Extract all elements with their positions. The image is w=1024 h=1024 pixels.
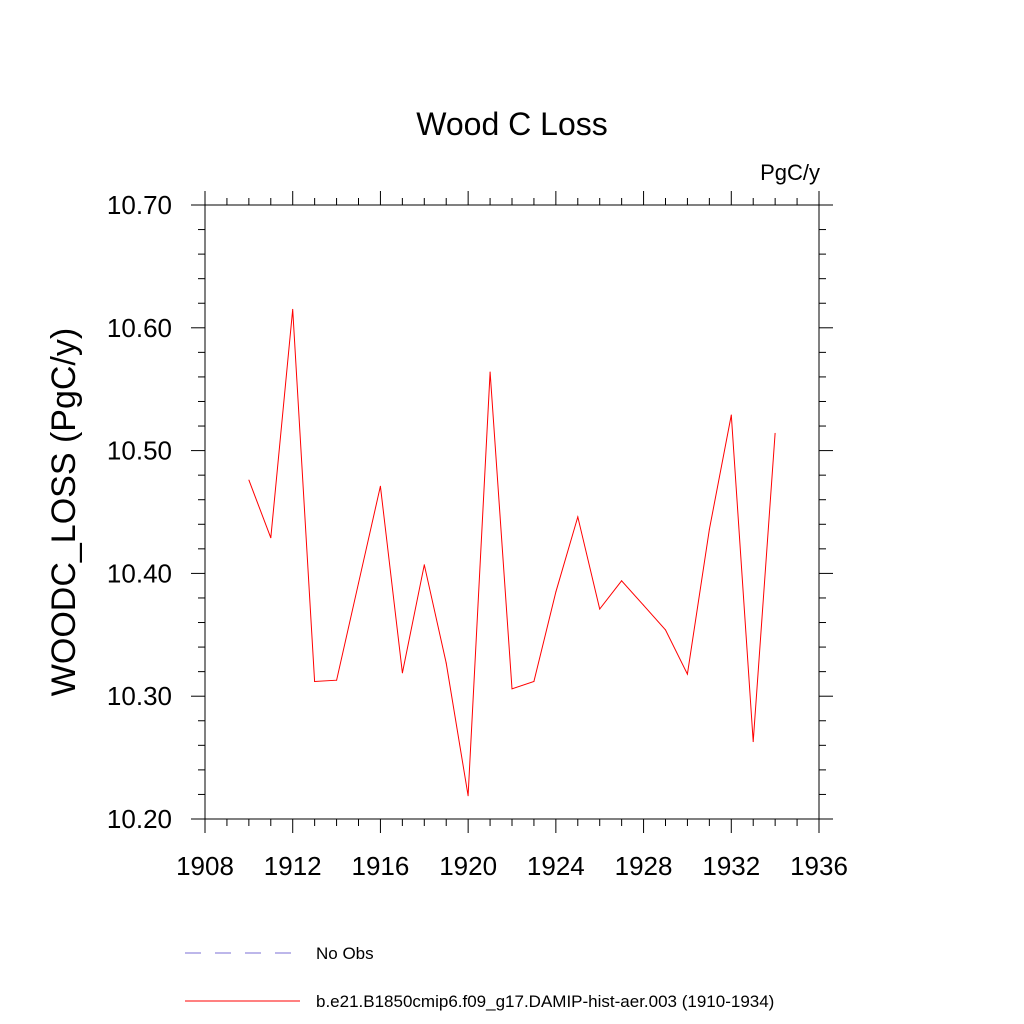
data-point xyxy=(533,681,535,682)
y-tick-label: 10.60 xyxy=(107,313,172,343)
x-tick-label: 1916 xyxy=(352,851,410,881)
data-point xyxy=(445,662,447,664)
units-label: PgC/y xyxy=(760,160,820,185)
series-line xyxy=(248,309,776,796)
y-axis-label: WOODC_LOSS (PgC/y) xyxy=(45,328,83,696)
legend: No Obs b.e21.B1850cmip6.f09_g17.DAMIP-hi… xyxy=(185,944,774,1011)
x-axis-tick-labels: 1908 1912 1916 1920 1924 1928 1932 1936 xyxy=(176,851,848,881)
x-tick-label: 1936 xyxy=(790,851,848,881)
data-point xyxy=(379,485,381,487)
data-point xyxy=(423,564,425,566)
data-point xyxy=(555,591,557,593)
data-point xyxy=(621,580,623,582)
x-tick-label: 1912 xyxy=(264,851,322,881)
y-tick-label: 10.70 xyxy=(107,190,172,220)
data-point xyxy=(752,741,754,743)
y-tick-label: 10.50 xyxy=(107,436,172,466)
x-tick-label: 1932 xyxy=(702,851,760,881)
data-point xyxy=(708,528,710,530)
y-tick-label: 10.40 xyxy=(107,558,172,588)
data-point xyxy=(577,516,579,518)
legend-label-hist-aer: b.e21.B1850cmip6.f09_g17.DAMIP-hist-aer.… xyxy=(316,992,774,1011)
y-tick-label: 10.20 xyxy=(107,804,172,834)
data-point xyxy=(774,432,776,434)
data-point xyxy=(314,681,316,682)
data-point xyxy=(686,673,688,675)
x-tick-label: 1928 xyxy=(615,851,673,881)
data-point xyxy=(665,629,666,631)
data-point xyxy=(292,308,294,310)
x-tick-label: 1908 xyxy=(176,851,234,881)
chart-title: Wood C Loss xyxy=(416,106,608,142)
data-point xyxy=(401,672,403,674)
data-point xyxy=(248,479,250,481)
data-point xyxy=(730,414,732,416)
data-point xyxy=(643,604,645,606)
series-layer xyxy=(248,308,776,797)
data-point xyxy=(489,371,491,373)
x-tick-label: 1924 xyxy=(527,851,585,881)
data-point xyxy=(599,608,601,610)
x-tick-label: 1920 xyxy=(439,851,497,881)
y-axis-tick-labels: 10.20 10.30 10.40 10.50 10.60 10.70 xyxy=(107,190,172,834)
x-axis-ticks xyxy=(204,191,820,833)
legend-label-no-obs: No Obs xyxy=(316,944,374,963)
data-point xyxy=(467,795,469,797)
y-axis-ticks xyxy=(191,204,833,820)
plot-frame xyxy=(204,204,820,820)
data-point xyxy=(358,582,359,584)
data-point xyxy=(511,688,513,690)
data-point xyxy=(270,537,272,539)
y-tick-label: 10.30 xyxy=(107,681,172,711)
data-point xyxy=(336,679,338,681)
